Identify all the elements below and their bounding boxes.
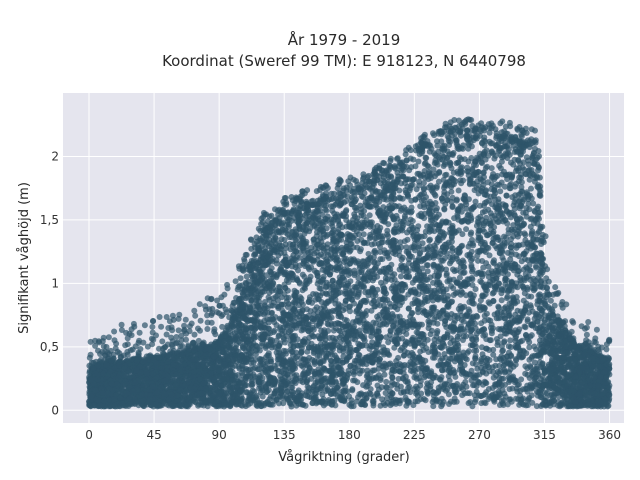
scatter-point — [354, 379, 361, 386]
scatter-point — [204, 319, 211, 326]
scatter-point — [508, 398, 515, 405]
scatter-point — [149, 323, 156, 330]
scatter-point — [371, 249, 378, 256]
scatter-point — [506, 386, 513, 393]
scatter-point — [459, 392, 466, 399]
scatter-point — [467, 231, 474, 238]
scatter-point — [360, 231, 367, 238]
scatter-point — [450, 266, 456, 273]
scatter-point — [426, 237, 433, 244]
scatter-point — [398, 273, 404, 280]
scatter-point — [428, 327, 435, 334]
scatter-point — [552, 284, 559, 291]
scatter-point — [383, 378, 390, 385]
scatter-point — [122, 342, 129, 349]
scatter-point — [438, 138, 445, 145]
scatter-point — [525, 161, 532, 168]
scatter-point — [472, 198, 479, 205]
scatter-point — [459, 231, 466, 238]
scatter-point — [159, 338, 166, 345]
scatter-point — [256, 356, 263, 362]
scatter-point — [453, 389, 460, 396]
scatter-point — [417, 382, 424, 389]
scatter-point — [483, 336, 490, 343]
scatter-point — [111, 328, 118, 335]
scatter-point — [383, 334, 390, 341]
chart-title-line-2: Koordinat (Sweref 99 TM): E 918123, N 64… — [162, 52, 526, 70]
scatter-point — [118, 321, 125, 328]
scatter-point — [351, 270, 358, 277]
scatter-point — [482, 165, 489, 171]
scatter-point — [519, 283, 526, 290]
scatter-point — [408, 182, 415, 189]
scatter-point — [443, 272, 450, 279]
scatter-point — [412, 163, 419, 170]
scatter-point — [455, 117, 462, 124]
scatter-point — [547, 297, 554, 304]
scatter-point — [424, 268, 431, 275]
chart-title-line-1: År 1979 - 2019 — [288, 30, 401, 49]
scatter-point — [480, 264, 487, 271]
scatter-point — [222, 306, 229, 313]
scatter-point — [502, 381, 508, 388]
scatter-point — [188, 320, 195, 327]
scatter-point — [469, 360, 476, 367]
scatter-point — [391, 271, 398, 278]
scatter-point — [503, 192, 510, 199]
scatter-point — [325, 327, 332, 334]
scatter-point — [448, 234, 455, 241]
scatter-point — [435, 178, 442, 185]
scatter-point — [441, 206, 448, 213]
scatter-point — [218, 313, 225, 319]
scatter-point — [398, 256, 405, 263]
scatter-point — [513, 395, 519, 402]
scatter-point — [366, 203, 373, 210]
scatter-point — [526, 344, 533, 351]
scatter-point — [513, 357, 520, 364]
scatter-point — [237, 275, 244, 282]
scatter-point — [463, 226, 470, 233]
scatter-point — [489, 290, 496, 297]
scatter-point — [468, 206, 475, 213]
scatter-point — [288, 234, 295, 241]
scatter-point — [329, 346, 336, 353]
scatter-point — [495, 196, 502, 203]
scatter-point — [443, 171, 450, 178]
scatter-point — [282, 285, 289, 292]
scatter-point — [214, 297, 221, 304]
scatter-point — [144, 343, 151, 350]
scatter-point — [382, 390, 389, 396]
scatter-point — [502, 123, 509, 130]
scatter-point — [583, 331, 590, 338]
data-points — [86, 116, 613, 410]
scatter-point — [522, 363, 529, 370]
scatter-point — [439, 367, 446, 374]
scatter-point — [404, 236, 411, 243]
scatter-point — [505, 343, 512, 350]
scatter-point — [551, 302, 558, 309]
scatter-point — [384, 395, 390, 402]
scatter-point — [197, 327, 203, 334]
scatter-point — [434, 161, 441, 168]
scatter-point — [156, 314, 163, 320]
